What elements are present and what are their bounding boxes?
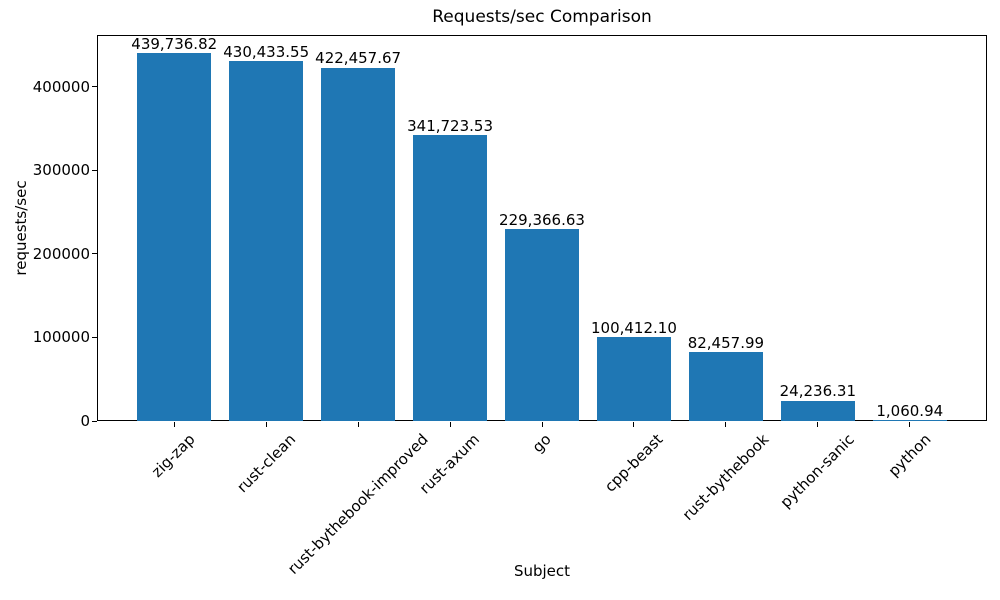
x-tick-label: rust-bythebook-improved — [283, 430, 432, 578]
x-tick-label: rust-bythebook — [679, 430, 773, 524]
y-tick-mark — [92, 86, 97, 88]
bar-value-label: 422,457.67 — [315, 49, 402, 68]
x-tick-mark — [173, 422, 175, 427]
x-tick-mark — [909, 422, 911, 427]
bar-value-label: 1,060.94 — [876, 401, 944, 420]
bar — [321, 67, 395, 421]
y-tick-label: 0 — [80, 412, 90, 430]
chart-title: Requests/sec Comparison — [432, 7, 652, 27]
bar — [781, 400, 855, 421]
y-tick-label: 200000 — [32, 244, 90, 263]
y-tick-mark — [92, 169, 97, 171]
y-tick-label: 100000 — [32, 328, 90, 347]
bar — [597, 337, 671, 421]
bar-value-label: 341,723.53 — [407, 116, 493, 135]
bar — [137, 53, 211, 421]
x-tick-label: rust-clean — [232, 430, 299, 497]
bar — [872, 420, 947, 421]
y-axis-label: requests/sec — [12, 180, 30, 276]
x-tick-mark — [633, 422, 635, 427]
x-tick-label: zig-zap — [148, 430, 199, 481]
x-tick-mark — [541, 422, 543, 427]
bar — [413, 135, 487, 421]
x-tick-label: go — [528, 430, 555, 457]
y-tick-label: 400000 — [32, 77, 90, 96]
x-axis-label: Subject — [513, 562, 571, 580]
bar-value-label: 100,412.10 — [590, 318, 677, 337]
x-tick-label: python — [884, 430, 935, 481]
x-tick-mark — [725, 422, 727, 427]
bar-value-label: 82,457.99 — [687, 333, 765, 352]
bar — [229, 61, 303, 421]
y-tick-mark — [92, 253, 97, 255]
y-tick-mark — [92, 336, 97, 338]
y-tick-mark — [92, 420, 97, 422]
x-tick-mark — [817, 422, 819, 427]
bar — [505, 229, 579, 421]
x-tick-label: cpp-beast — [601, 430, 667, 496]
bar-value-label: 439,736.82 — [131, 34, 218, 53]
bar-value-label: 229,366.63 — [499, 210, 585, 229]
x-tick-mark — [265, 422, 267, 427]
x-tick-mark — [357, 422, 359, 427]
bar-value-label: 24,236.31 — [779, 382, 856, 401]
x-tick-label: python-sanic — [776, 430, 858, 512]
bar-value-label: 430,433.55 — [223, 42, 310, 61]
y-tick-label: 300000 — [32, 161, 90, 180]
x-tick-mark — [449, 422, 451, 427]
bar — [689, 352, 763, 421]
